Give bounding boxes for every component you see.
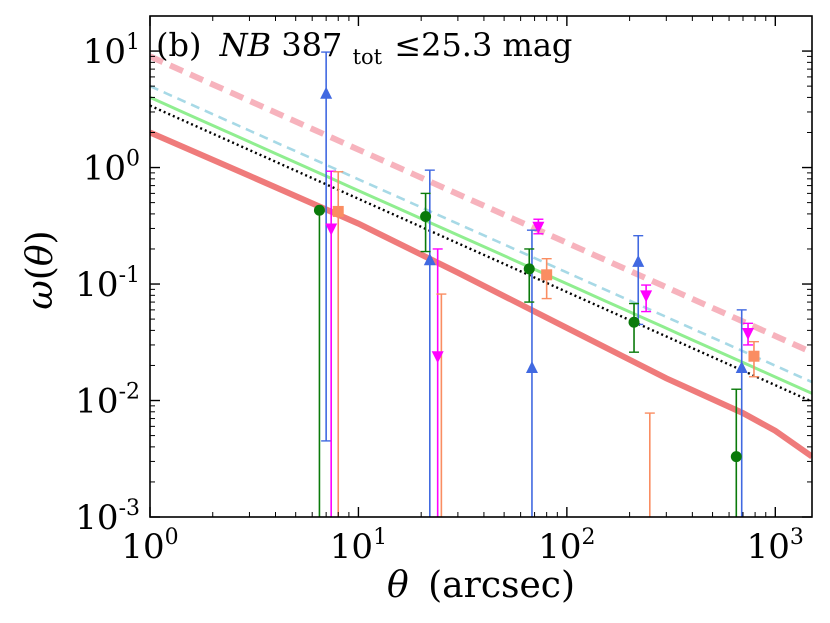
panel-label-relation: ≤25.3 mag <box>394 26 572 64</box>
orange-square-point-0 <box>332 205 344 217</box>
x-axis-title: θ (arcsec) <box>387 565 575 606</box>
model-lines-layer <box>150 53 812 460</box>
plot-frame <box>149 15 813 518</box>
green-circle-point-4 <box>730 451 742 463</box>
markers-layer <box>313 86 760 463</box>
lightblue-dashed-model <box>150 84 812 384</box>
black-dotted-model <box>150 104 812 403</box>
blue-triangle-up-point-3 <box>632 254 645 267</box>
y-axis-title-omega: ω <box>20 280 61 309</box>
blue-triangle-up-point-1 <box>423 253 436 266</box>
y-tick-label-2: 10-1 <box>75 263 140 305</box>
axis-tick-labels: 100 101 102 103 10-3 10-2 10-1 100 101 <box>75 30 804 567</box>
green-circle-point-2 <box>523 263 535 275</box>
magenta-triangle-down-point-0 <box>325 223 338 236</box>
pink-dashed-model <box>150 53 812 356</box>
axis-ticks <box>149 15 812 518</box>
red-solid-model <box>150 129 812 460</box>
x-axis-title-symbol: θ <box>387 565 409 606</box>
blue-triangle-up-point-2 <box>525 361 538 374</box>
panel-label-prefix: (b) <box>156 26 201 64</box>
x-axis-title-rest: (arcsec) <box>428 565 575 606</box>
magenta-triangle-down-point-1 <box>431 351 444 364</box>
y-axis-title-open: ( <box>20 266 61 280</box>
panel-label-subscript: tot <box>353 45 383 69</box>
y-axis-title-close: ) <box>20 230 61 244</box>
blue-triangle-up-point-0 <box>320 86 333 99</box>
error-bars-layer <box>314 51 759 517</box>
green-circle-point-1 <box>420 210 432 222</box>
panel-label: (b) NB 387 tot ≤25.3 mag <box>156 26 572 72</box>
magenta-triangle-down-point-4 <box>742 327 755 340</box>
x-tick-label-3: 103 <box>747 525 804 567</box>
y-tick-label-1: 10-2 <box>75 380 140 422</box>
magenta-triangle-down-point-2 <box>532 221 545 234</box>
orange-square-point-2 <box>541 269 553 281</box>
x-tick-label-2: 102 <box>538 525 595 567</box>
x-tick-label-0: 100 <box>121 525 178 567</box>
magenta-triangle-down-point-3 <box>640 290 653 303</box>
lightgreen-solid-model <box>150 96 812 395</box>
y-axis-title-theta: θ <box>20 244 61 266</box>
y-axis-title: ω(θ) <box>20 230 61 309</box>
panel-label-band-number: 387 <box>281 26 342 64</box>
orange-square-point-4 <box>748 350 760 362</box>
green-circle-point-0 <box>313 204 325 216</box>
green-circle-point-3 <box>628 316 640 328</box>
y-tick-label-4: 101 <box>83 30 140 72</box>
panel-label-band: NB <box>219 26 272 64</box>
x-tick-label-1: 101 <box>330 525 387 567</box>
y-tick-label-0: 10-3 <box>75 496 140 538</box>
blue-triangle-up-point-4 <box>735 361 748 374</box>
y-tick-label-3: 100 <box>83 147 140 189</box>
